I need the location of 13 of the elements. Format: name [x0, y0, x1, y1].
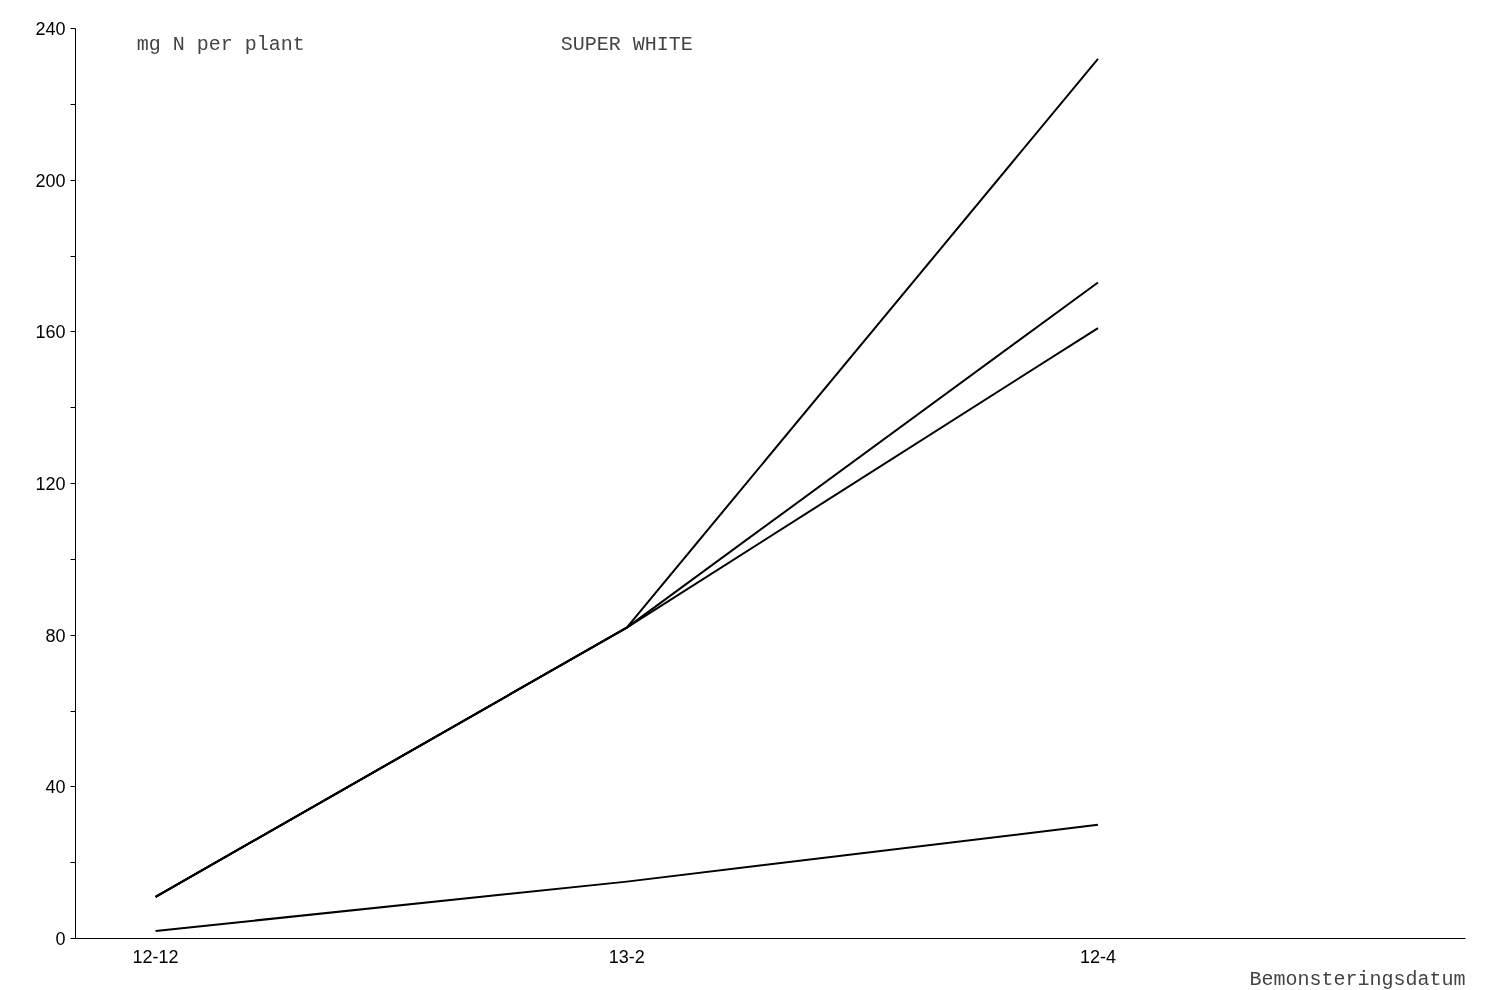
y-tick-label: 160 — [35, 322, 66, 343]
y-tick-label: 40 — [45, 777, 66, 798]
x-axis-title: Bemonsteringsdatum — [1249, 967, 1466, 990]
x-tick-label: 12-12 — [132, 946, 179, 967]
y-tick-label: 120 — [35, 474, 66, 494]
x-tick-label: 12-4 — [1079, 946, 1116, 967]
y-axis-title: mg N per plant — [136, 32, 305, 56]
y-tick-label: 0 — [55, 929, 66, 949]
chart-title: SUPER WHITE — [560, 32, 693, 56]
y-tick-label: 240 — [35, 19, 66, 39]
y-tick-label: 80 — [45, 625, 66, 646]
x-tick-label: 13-2 — [608, 946, 645, 967]
y-tick-label: 200 — [35, 170, 66, 191]
